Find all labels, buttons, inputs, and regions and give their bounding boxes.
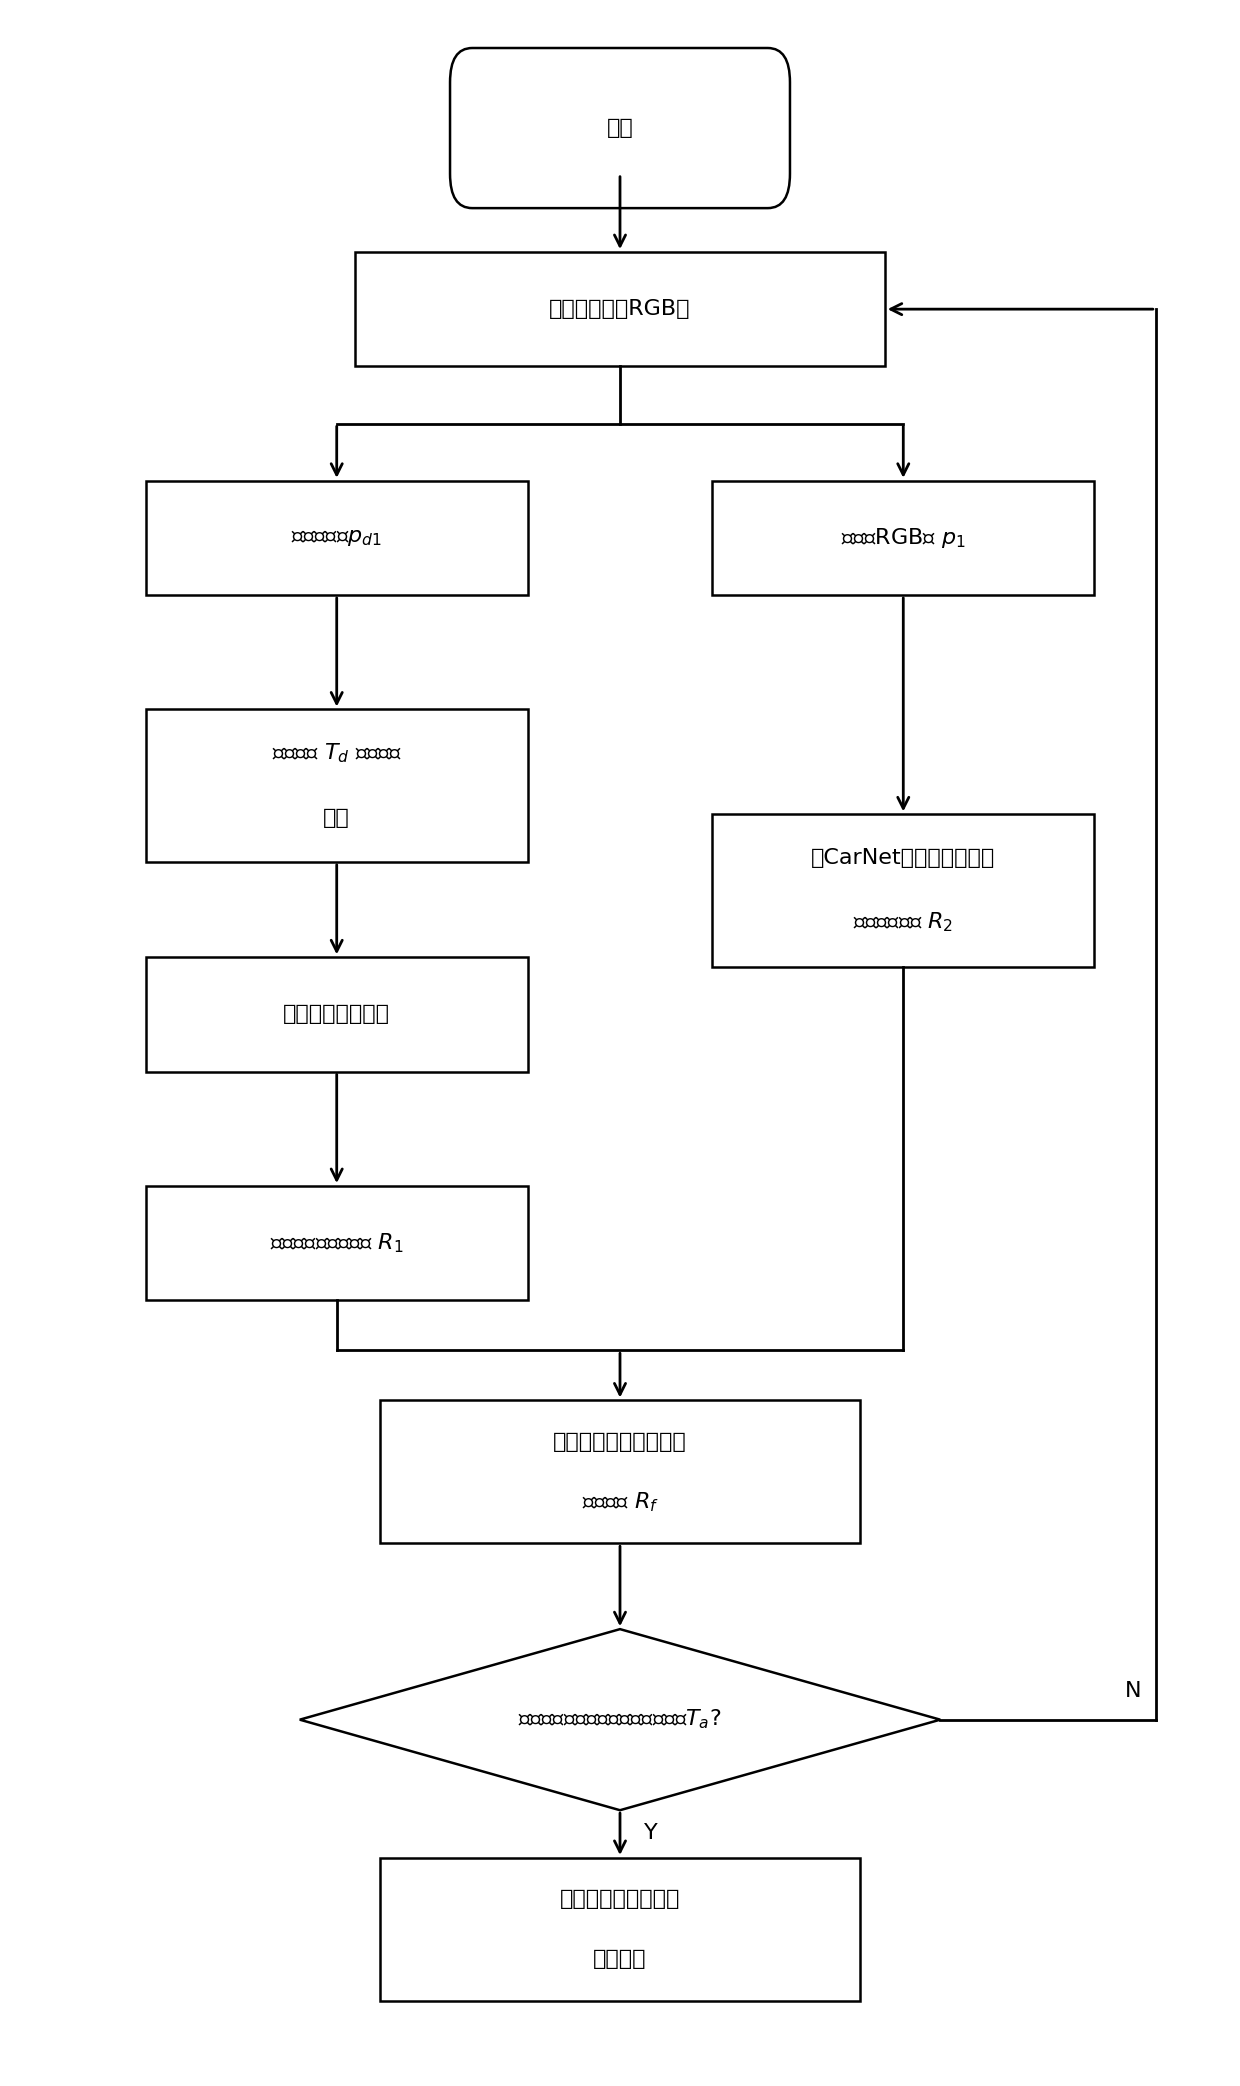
FancyBboxPatch shape [450,48,790,209]
Bar [146,957,528,1072]
Bar [355,252,885,367]
Text: 最小外接矩形 $R_{2}$: 最小外接矩形 $R_{2}$ [853,912,954,935]
Text: 车位序号: 车位序号 [593,1948,647,1969]
Bar [379,1400,861,1544]
Bar [146,480,528,595]
Text: 输出最终检测的占用: 输出最终检测的占用 [559,1890,681,1909]
Text: 开始: 开始 [606,119,634,138]
Text: 辆矩形框 $R_{f}$: 辆矩形框 $R_{f}$ [582,1489,658,1514]
Bar [146,709,528,862]
Text: N: N [1126,1681,1142,1700]
Text: 用CarNet模型检测，得到: 用CarNet模型检测，得到 [811,849,996,868]
Text: 分割: 分割 [324,807,350,828]
Text: 形态学及面积筛选: 形态学及面积筛选 [283,1003,391,1024]
Polygon shape [300,1629,940,1811]
Text: 车辆区域与车位区域重叠超过阈值$T_{a}$?: 车辆区域与车位区域重叠超过阈值$T_{a}$? [518,1708,722,1731]
Text: Y: Y [644,1823,657,1844]
Text: 得到深度图$p_{d1}$: 得到深度图$p_{d1}$ [291,528,382,549]
Text: 获取左右两幅RGB图: 获取左右两幅RGB图 [549,298,691,319]
Text: 融合结果，得到最终车: 融合结果，得到最终车 [553,1431,687,1452]
Bar [712,480,1094,595]
Bar [379,1859,861,2000]
Bar [146,1187,528,1300]
Text: 利用阈值 $T_{d}$ 进行深度: 利用阈值 $T_{d}$ 进行深度 [272,743,402,766]
Text: 取左边RGB图 $p_{1}$: 取左边RGB图 $p_{1}$ [841,526,966,551]
Bar [712,814,1094,966]
Text: 提取最小外接矩形框 $R_{1}$: 提取最小外接矩形框 $R_{1}$ [270,1231,403,1256]
